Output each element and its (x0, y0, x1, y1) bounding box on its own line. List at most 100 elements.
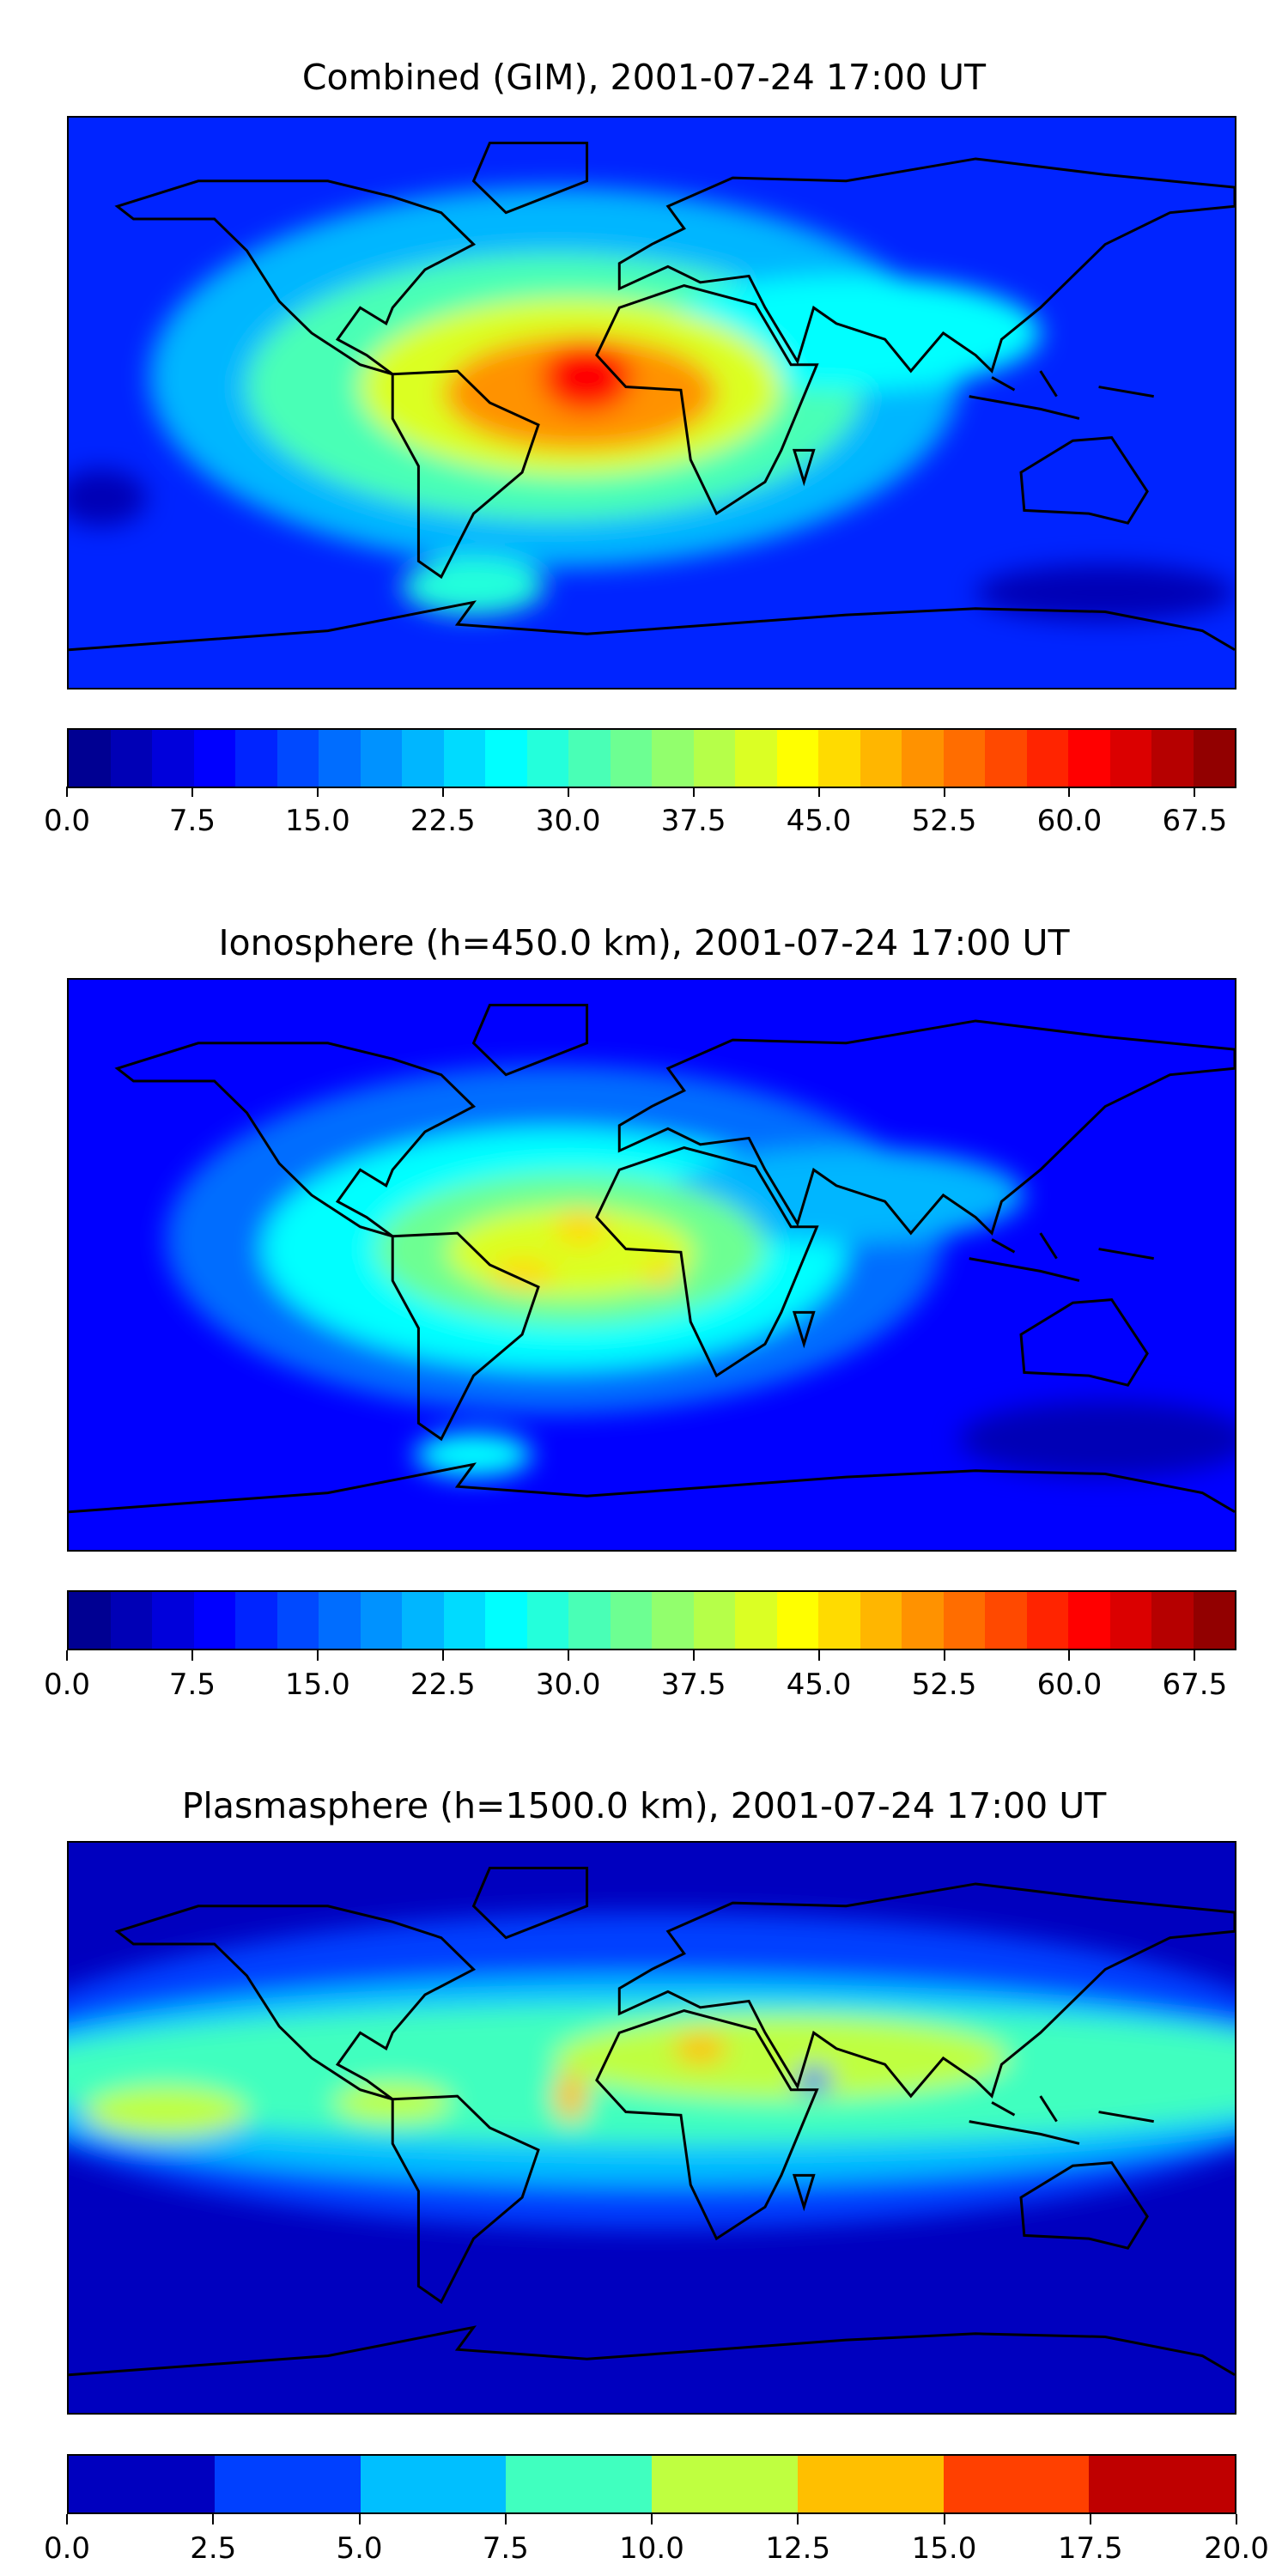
field-contour-region (415, 1432, 532, 1478)
colorbar-tick-label: 0.0 (43, 2531, 91, 2566)
colorbar-ticks-ionosphere: 0.0 7.5 15.0 22.5 30.0 37.5 45.0 52.5 60.0 67.5 (44, 1650, 1236, 1702)
colorbar-bin (1068, 730, 1110, 787)
colorbar-bin (818, 730, 860, 787)
colorbar-tick (1194, 1650, 1196, 1661)
field-contour-region (674, 2032, 726, 2065)
coastline (794, 450, 814, 482)
colorbar-bin (360, 730, 402, 787)
colorbar-bin (526, 1592, 568, 1649)
coastline (392, 1233, 538, 1439)
colorbar-tick-label: 15.0 (284, 804, 350, 838)
coastline (597, 1148, 817, 1376)
colorbar-bin (360, 2456, 507, 2512)
colorbar-tick (1068, 787, 1071, 797)
colorbar-bin (1151, 730, 1194, 787)
colorbar-tick-label: 20.0 (1204, 2531, 1269, 2566)
coastline (969, 371, 1154, 418)
colorbar-bin (235, 1592, 277, 1649)
colorbar-tick (316, 1650, 319, 1661)
colorbar-bin (276, 730, 319, 787)
colorbar-bin (985, 1592, 1027, 1649)
colorbar-bin (1193, 1592, 1235, 1649)
colorbar-bin (860, 1592, 902, 1649)
colorbar-tick (567, 1650, 569, 1661)
colorbar-bin (1109, 1592, 1151, 1649)
colorbar-tick-label: 22.5 (410, 1668, 476, 1702)
colorbar-bin (360, 1592, 402, 1649)
colorbar-tick (358, 2514, 361, 2524)
coastline (597, 2011, 817, 2239)
coastline (118, 181, 474, 374)
colorbar-tick-label: 7.5 (168, 1668, 216, 1702)
colorbar-tick (441, 787, 444, 797)
colorbar-tick-label: 60.0 (1036, 804, 1103, 838)
colorbar-bin (797, 2456, 944, 2512)
colorbar-bin (735, 730, 777, 787)
colorbar-bin (943, 1592, 985, 1649)
colorbar-tick (212, 2514, 215, 2524)
colorbar-bin (943, 730, 985, 787)
colorbar-tick (692, 1650, 695, 1661)
field-contour-region (489, 1258, 555, 1291)
colorbar-bin (610, 1592, 652, 1649)
colorbar-combined (67, 728, 1236, 788)
colorbar-bin (985, 730, 1027, 787)
colorbar-tick (943, 2514, 945, 2524)
field-contour-region (554, 2070, 587, 2122)
colorbar-bin (1089, 2456, 1235, 2512)
colorbar-bin (235, 730, 277, 787)
plot-title-ionosphere: Ionosphere (h=450.0 km), 2001-07-24 17:0… (218, 922, 1070, 963)
colorbar-tick (441, 1650, 444, 1661)
coastline (118, 1043, 474, 1236)
colorbar-tick-label: 17.5 (1057, 2531, 1123, 2566)
coastline (69, 602, 1235, 649)
colorbar-bin (506, 2456, 652, 2512)
coastline (619, 159, 1235, 371)
colorbar-tick-label: 45.0 (786, 804, 852, 838)
colorbar-tick (1194, 787, 1196, 797)
colorbar-bin (193, 1592, 235, 1649)
colorbar-tick-label: 10.0 (619, 2531, 684, 2566)
colorbar-tick (817, 787, 820, 797)
colorbar-tick-label: 2.5 (190, 2531, 237, 2566)
colorbar-bin (152, 730, 194, 787)
map-plasmasphere (67, 1841, 1236, 2415)
colorbar-bin (485, 1592, 527, 1649)
colorbar-bin (214, 2456, 361, 2512)
colorbar-tick (1068, 1650, 1071, 1661)
colorbar-tick-label: 52.5 (911, 1668, 977, 1702)
colorbar-bin (652, 1592, 694, 1649)
colorbar-tick (1089, 2514, 1091, 2524)
colorbar-tick-label: 37.5 (660, 804, 726, 838)
colorbar-tick-label: 5.0 (336, 2531, 383, 2566)
coastline (118, 1906, 474, 2099)
colorbar-tick (191, 787, 193, 797)
colorbar-bin (193, 730, 235, 787)
colorbar-tick (66, 2514, 68, 2524)
colorbar-tick (651, 2514, 653, 2524)
colorbar-bin (69, 730, 111, 787)
colorbar-bin (443, 730, 485, 787)
colorbar-bin (110, 730, 152, 787)
colorbar-tick (943, 787, 945, 797)
coastline (597, 286, 817, 514)
colorbar-bin (776, 730, 818, 787)
coastline (1021, 2163, 1147, 2249)
colorbar-bin (610, 730, 652, 787)
field-contour-region (402, 557, 545, 616)
map-svg (69, 980, 1235, 1550)
colorbar-bin (319, 1592, 361, 1649)
field-contour-region (69, 469, 147, 526)
colorbar-bin (902, 1592, 944, 1649)
colorbar-bin (443, 1592, 485, 1649)
coastline (969, 1233, 1154, 1280)
colorbar-bin (693, 730, 735, 787)
colorbar-tick-label: 60.0 (1036, 1668, 1103, 1702)
colorbar-tick-label: 7.5 (168, 804, 216, 838)
colorbar-tick-label: 45.0 (786, 1668, 852, 1702)
colorbar-bin (152, 1592, 194, 1649)
colorbar-tick-label: 15.0 (284, 1668, 350, 1702)
colorbar-tick (191, 1650, 193, 1661)
colorbar-plasmasphere (67, 2454, 1236, 2514)
coastline (392, 371, 538, 577)
